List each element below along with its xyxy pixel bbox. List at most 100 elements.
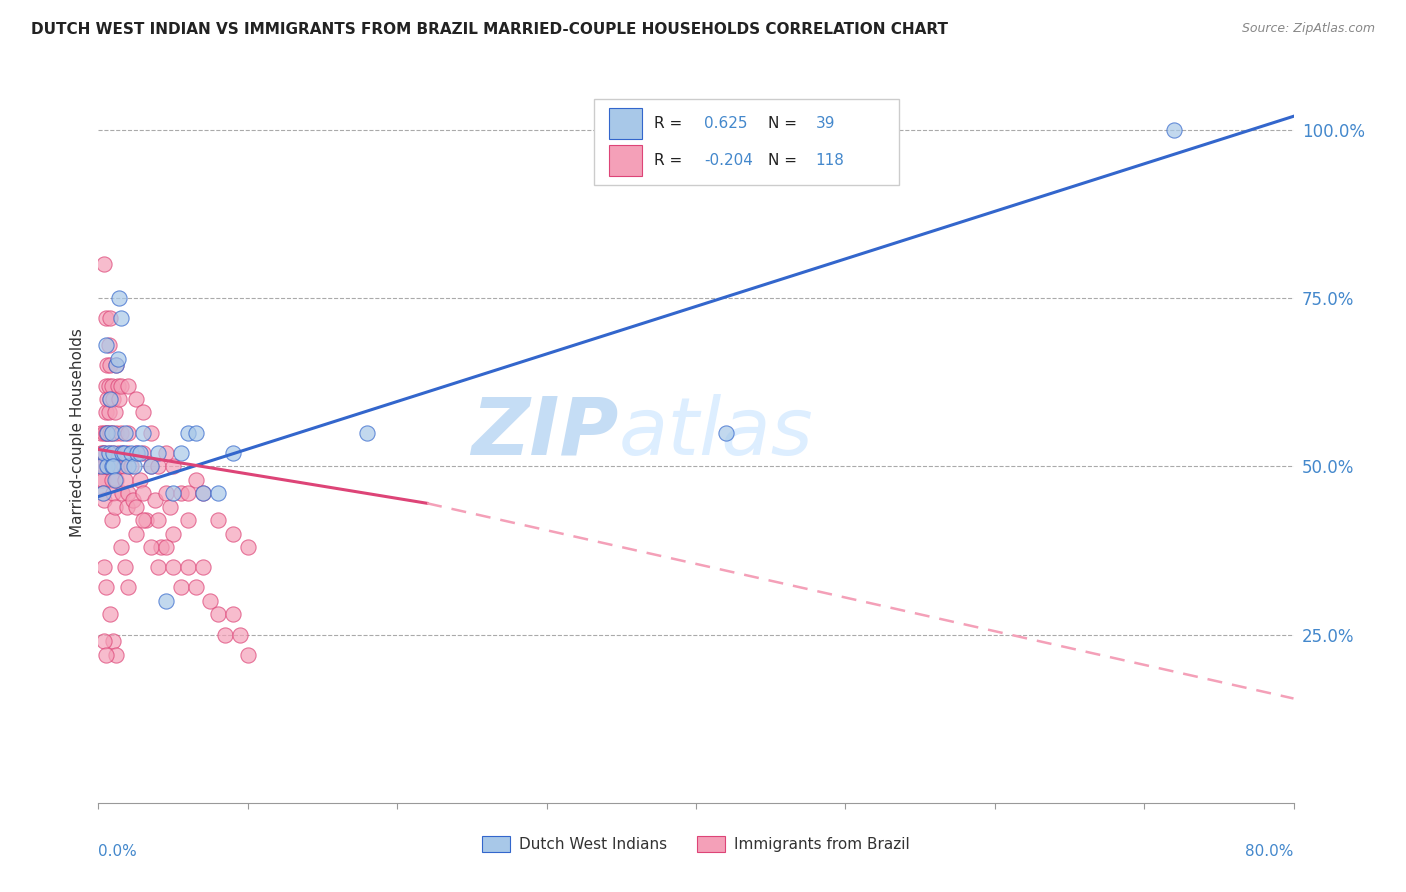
Point bbox=[177, 560, 200, 574]
Point bbox=[207, 513, 229, 527]
Point bbox=[110, 540, 132, 554]
Point bbox=[94, 378, 117, 392]
Point bbox=[132, 486, 155, 500]
Point bbox=[148, 560, 170, 574]
Point bbox=[105, 359, 128, 373]
Text: 118: 118 bbox=[815, 153, 845, 168]
Point bbox=[129, 446, 152, 460]
Point bbox=[177, 513, 200, 527]
Point bbox=[107, 351, 129, 366]
Point bbox=[229, 627, 252, 641]
Point bbox=[93, 257, 115, 271]
Point bbox=[155, 594, 177, 608]
Point bbox=[94, 311, 117, 326]
Point bbox=[162, 560, 184, 574]
Point bbox=[191, 486, 214, 500]
Point bbox=[103, 446, 125, 460]
Point bbox=[200, 594, 222, 608]
Legend: Dutch West Indians, Immigrants from Brazil: Dutch West Indians, Immigrants from Braz… bbox=[477, 830, 915, 858]
Point bbox=[90, 446, 112, 460]
Point bbox=[115, 446, 138, 460]
Text: N =: N = bbox=[768, 116, 801, 130]
Point bbox=[169, 581, 191, 595]
Point bbox=[98, 392, 122, 406]
Point bbox=[207, 607, 229, 622]
Point bbox=[105, 425, 128, 440]
Point bbox=[94, 581, 117, 595]
Point bbox=[117, 459, 139, 474]
Point bbox=[105, 648, 128, 662]
Point bbox=[111, 486, 134, 500]
Text: 0.0%: 0.0% bbox=[98, 844, 138, 858]
Point bbox=[184, 473, 207, 487]
Text: -0.204: -0.204 bbox=[704, 153, 754, 168]
Point bbox=[103, 459, 125, 474]
Point bbox=[103, 634, 125, 648]
Point bbox=[90, 459, 112, 474]
Point bbox=[98, 607, 122, 622]
Point bbox=[97, 446, 120, 460]
Point bbox=[101, 378, 124, 392]
Point bbox=[162, 526, 184, 541]
Point bbox=[162, 486, 184, 500]
Point bbox=[93, 459, 115, 474]
Point bbox=[101, 425, 124, 440]
Point bbox=[714, 425, 737, 440]
Point bbox=[105, 359, 128, 373]
Point bbox=[97, 338, 120, 352]
Point bbox=[139, 540, 162, 554]
Point bbox=[143, 492, 166, 507]
Bar bbox=[609, 145, 643, 176]
Point bbox=[90, 459, 112, 474]
Point bbox=[93, 492, 115, 507]
Point bbox=[101, 473, 124, 487]
Point bbox=[90, 425, 112, 440]
Point bbox=[105, 473, 128, 487]
Point bbox=[139, 459, 162, 474]
Point bbox=[108, 459, 131, 474]
Point bbox=[101, 425, 124, 440]
FancyBboxPatch shape bbox=[595, 99, 900, 185]
Text: DUTCH WEST INDIAN VS IMMIGRANTS FROM BRAZIL MARRIED-COUPLE HOUSEHOLDS CORRELATIO: DUTCH WEST INDIAN VS IMMIGRANTS FROM BRA… bbox=[31, 22, 948, 37]
Text: N =: N = bbox=[768, 153, 801, 168]
Point bbox=[94, 338, 117, 352]
Point bbox=[177, 425, 200, 440]
Point bbox=[117, 486, 139, 500]
Point bbox=[103, 446, 125, 460]
Text: atlas: atlas bbox=[619, 393, 813, 472]
Point bbox=[104, 500, 127, 514]
Point bbox=[159, 500, 181, 514]
Point bbox=[184, 425, 207, 440]
Point bbox=[148, 459, 170, 474]
Point bbox=[191, 486, 214, 500]
Point bbox=[104, 473, 127, 487]
Point bbox=[124, 459, 146, 474]
Text: 39: 39 bbox=[815, 116, 835, 130]
Point bbox=[236, 648, 259, 662]
Point bbox=[97, 446, 120, 460]
Point bbox=[108, 291, 131, 305]
Point bbox=[94, 425, 117, 440]
Point bbox=[98, 459, 122, 474]
Point bbox=[94, 459, 117, 474]
Point bbox=[91, 459, 114, 474]
Point bbox=[139, 459, 162, 474]
Point bbox=[96, 392, 118, 406]
Point bbox=[93, 560, 115, 574]
Point bbox=[96, 425, 118, 440]
Point bbox=[356, 425, 378, 440]
Point bbox=[114, 560, 136, 574]
Text: 80.0%: 80.0% bbox=[1246, 844, 1294, 858]
Point bbox=[120, 446, 142, 460]
Point bbox=[96, 459, 118, 474]
Point bbox=[207, 486, 229, 500]
Point bbox=[155, 486, 177, 500]
Point bbox=[98, 311, 122, 326]
Point bbox=[132, 513, 155, 527]
Point bbox=[169, 486, 191, 500]
Point bbox=[91, 486, 114, 500]
Point bbox=[1163, 122, 1185, 136]
Point bbox=[222, 607, 245, 622]
Point bbox=[135, 513, 157, 527]
Point bbox=[103, 392, 125, 406]
